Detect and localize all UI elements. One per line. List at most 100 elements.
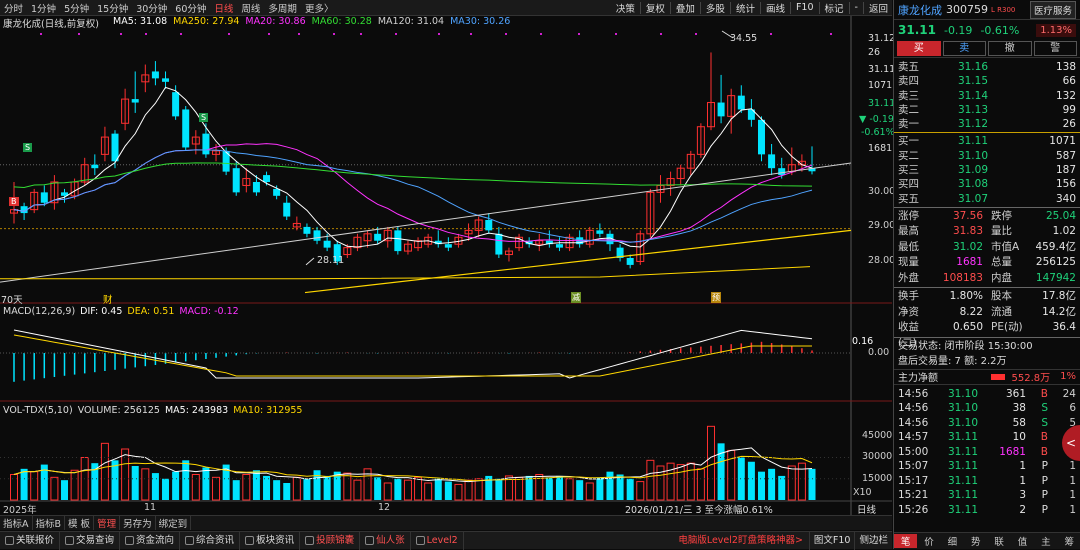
panel-tab[interactable]: 细 [947,537,958,548]
ask-row[interactable]: 卖五 31.16 138 [894,60,1080,74]
tick-row: 15:07 31.11 1 P 1 [894,459,1080,474]
toolbar-button[interactable]: 决策 [615,3,635,15]
candle-body [545,240,553,245]
bottom-bar-button[interactable]: 交易查询 [60,531,121,550]
tick-count: 1 [1069,489,1076,502]
period-tab[interactable]: 更多〉 [304,3,334,15]
top-marker [78,33,80,35]
kline-chart[interactable] [0,0,892,515]
bid-row-label: 买三 [898,164,919,177]
panel-tab[interactable]: 笔 [894,534,918,548]
candle-body [111,133,119,162]
toolbar-divider [639,1,641,14]
period-tab[interactable]: 5分钟 [64,3,90,15]
panel-tab[interactable]: 联 [994,537,1004,548]
indicator-tab[interactable]: 管理 [94,516,121,530]
ask-row[interactable]: 卖四 31.15 66 [894,74,1080,88]
panel-tab[interactable]: 价 [924,537,934,548]
candle-body [474,219,483,231]
top-marker [360,33,362,35]
macd-dif: DIF: 0.45 [80,306,123,317]
period-tab[interactable]: 60分钟 [175,3,207,15]
tick-row: 15:17 31.11 1 P 1 [894,474,1080,489]
period-tab[interactable]: 日线 [214,3,234,15]
bid-row[interactable]: 买五 31.07 340 [894,192,1080,206]
panel-tab[interactable]: 主 [1041,537,1051,548]
volume-bar [333,471,341,500]
volume-bar [808,468,816,500]
stat-value: 8.22 [959,305,983,318]
toolbar-button[interactable]: 叠加 [675,3,695,15]
toolbar-button[interactable]: - [854,2,858,13]
toolbar-divider [699,1,701,14]
period-tab[interactable]: 1分钟 [31,3,57,15]
stat-label: 外盘 [898,271,919,284]
ask-row[interactable]: 卖三 31.14 132 [894,89,1080,103]
sector-badge[interactable]: 医疗服务 [1029,0,1076,19]
toolbar-button[interactable]: 标记 [824,3,844,15]
ask-row[interactable]: 卖二 31.13 99 [894,103,1080,117]
bid-row-volume: 340 [1055,192,1076,205]
trading-status: 交易状态: 闭市阶段 15:30:00 [898,340,1033,352]
ask-row[interactable]: 卖一 31.12 26 [894,117,1080,131]
period-tab[interactable]: 30分钟 [136,3,168,15]
toolbar-button[interactable]: 画线 [765,3,785,15]
candle-body [414,240,423,249]
period-tab[interactable]: 分时 [4,3,24,15]
indicator-tab[interactable]: 指标A [0,516,33,530]
bottom-bar-button[interactable]: 关联报价 [0,531,61,550]
indicator-tab[interactable]: 另存为 [120,516,156,530]
panel-tab[interactable]: 值 [1017,537,1028,548]
volume-bar [606,471,614,500]
tick-count: 24 [1062,387,1076,400]
stat-value: 37.56 [952,209,983,222]
alert-button[interactable]: 警 [1033,41,1077,56]
candle-body [50,181,59,204]
bottom-bar-button[interactable]: 综合资讯 [180,531,241,550]
candle-body [504,250,513,256]
ask-row-volume: 132 [1055,89,1076,102]
bottom-bar-button[interactable]: 资金流向 [120,531,181,550]
promo-link[interactable]: 电脑版Level2盯盘策略神器> [678,534,803,546]
bottom-bar-button[interactable]: Level2 [411,531,464,550]
cancel-button[interactable]: 撤 [988,41,1032,56]
sidebar-button[interactable]: 侧边栏 [854,531,892,550]
toolbar-button[interactable]: 复权 [645,3,665,15]
tick-price: 31.11 [947,445,978,458]
bottom-bar-button[interactable]: 投顾锦囊 [300,531,361,550]
toolbar-button[interactable]: 统计 [735,3,755,15]
toolbar-button[interactable]: 多股 [705,3,725,15]
indicator-tab[interactable]: 模 板 [65,516,95,530]
sell-button[interactable]: 卖 [942,41,986,56]
axis-tab[interactable]: 日线 [857,505,877,516]
bid-row[interactable]: 买三 31.09 187 [894,163,1080,177]
period-tab[interactable]: 周线 [241,3,261,15]
f10-button[interactable]: 图文F10 [808,531,855,550]
volume-bar [292,476,301,501]
top-marker [40,33,42,35]
period-tab[interactable]: 多周期 [268,3,297,15]
period-tab[interactable]: 15分钟 [97,3,129,15]
tick-row: 14:56 31.10 58 S 5 [894,416,1080,431]
buy-button[interactable]: 买 [897,41,941,56]
volume-bar [323,475,331,500]
volume-bar [768,468,776,500]
indicator-tab[interactable]: 绑定到 [156,516,192,530]
bid-row-label: 买五 [898,192,919,205]
bid-row[interactable]: 买一 31.11 1071 [894,134,1080,148]
indicator-tab[interactable]: 指标B [33,516,66,530]
stat-value: 31.02 [952,240,983,253]
bottom-bar-button[interactable]: 板块资讯 [240,531,301,550]
panel-tab[interactable]: 势 [971,537,981,548]
bid-row[interactable]: 买四 31.08 156 [894,177,1080,191]
vol-title: VOL-TDX(5,10) [3,405,73,416]
ask-row-price: 31.16 [957,61,988,73]
side-collapse-button[interactable]: < [1062,425,1080,461]
toolbar-button[interactable]: F10 [795,2,814,13]
toolbar-button[interactable]: 返回 [868,3,888,15]
high-annotation: 34.55 [730,33,758,44]
panel-tab[interactable]: 筹 [1064,537,1075,548]
stat-value: 31.83 [952,225,983,238]
bid-row[interactable]: 买二 31.10 587 [894,149,1080,163]
bottom-bar-button[interactable]: 仙人张 [360,531,411,550]
